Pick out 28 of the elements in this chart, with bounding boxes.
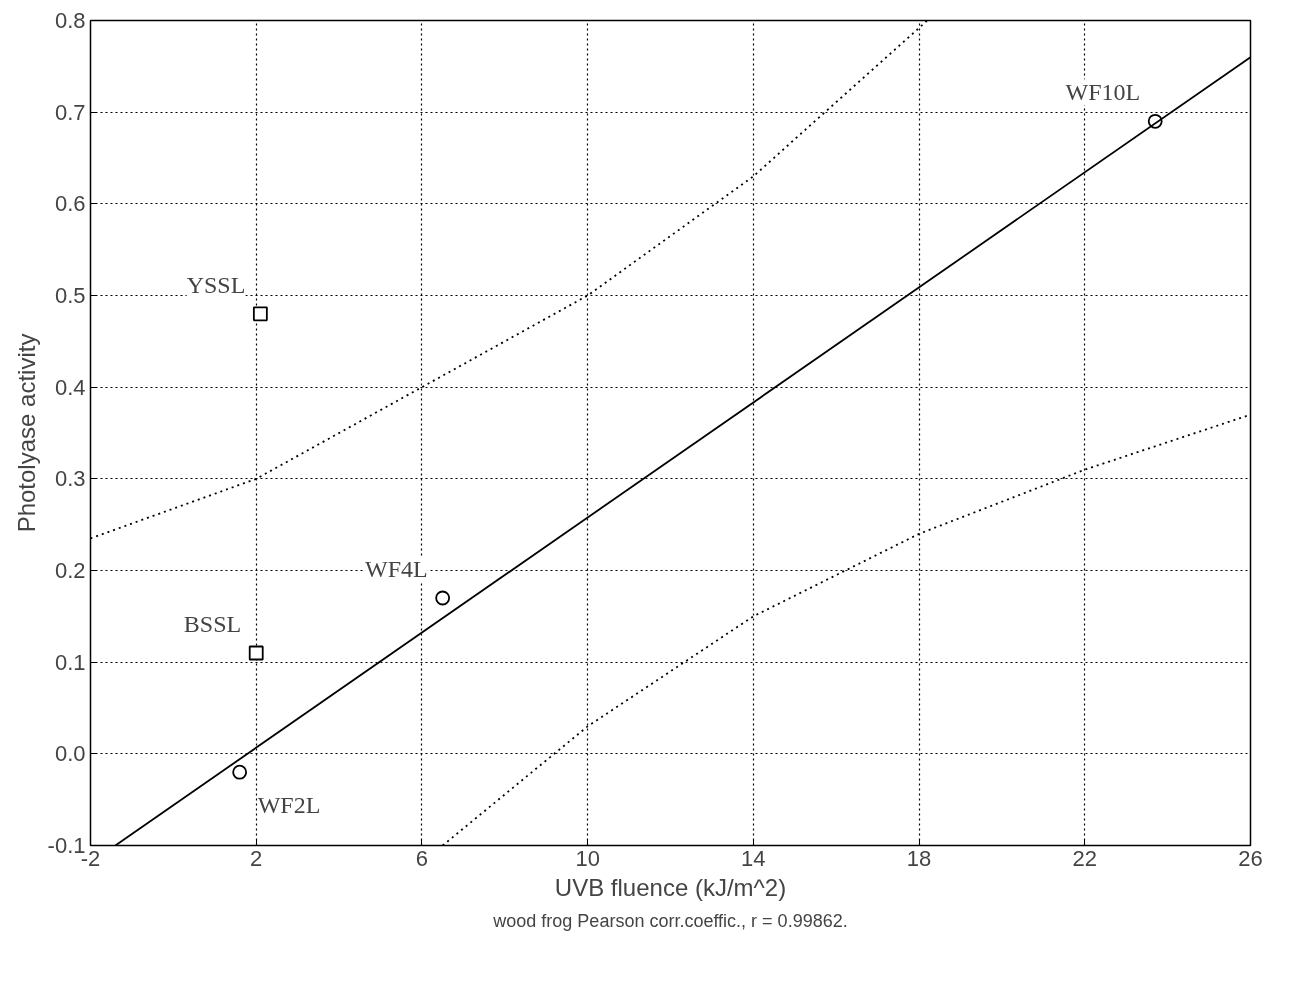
- annotation: WF10L: [1065, 79, 1141, 106]
- point: [435, 590, 451, 606]
- x-axis-title: UVB fluence (kJ/m^2): [554, 873, 787, 901]
- y-tick-label: 0.1: [54, 649, 86, 675]
- y-tick-label: 0.6: [54, 191, 86, 217]
- y-axis-title: Photolyase activity: [12, 333, 40, 533]
- y-tick-label: 0.8: [54, 8, 86, 33]
- x-tick-label: 2: [250, 845, 263, 871]
- annotation: BSSL: [183, 611, 242, 637]
- y-tick-label: 0.3: [54, 466, 86, 492]
- y-tick-label: 0.4: [54, 374, 86, 400]
- text: wood frog Pearson corr.coeffic., r = 0.99862.: [492, 910, 848, 931]
- annotation: WF2L: [257, 792, 321, 819]
- point: [252, 306, 268, 322]
- y-tick-label: 0.7: [54, 99, 86, 125]
- x-tick-label: 14: [741, 845, 766, 871]
- annotation: WF4L: [364, 556, 428, 582]
- annotation: YSSL: [186, 271, 246, 298]
- x-tick-label: 22: [1072, 845, 1098, 871]
- x-tick-label: 26: [1238, 845, 1263, 871]
- x-tick-label: 18: [906, 845, 932, 871]
- point: [248, 645, 264, 661]
- x-tick-label: 10: [575, 845, 600, 871]
- y-tick-label: 0.2: [54, 558, 86, 583]
- y-tick-label: 0.5: [54, 283, 86, 308]
- x-tick-label: 6: [415, 845, 429, 871]
- y-tick-label: 0.0: [54, 741, 86, 767]
- point: [232, 764, 248, 780]
